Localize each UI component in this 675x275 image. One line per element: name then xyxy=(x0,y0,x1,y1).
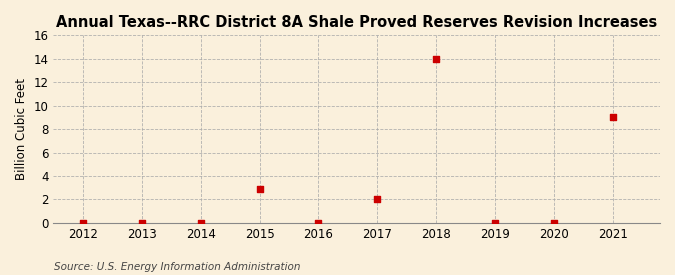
Point xyxy=(489,221,500,225)
Point xyxy=(549,221,560,225)
Point xyxy=(372,197,383,202)
Point xyxy=(313,221,324,225)
Title: Annual Texas--RRC District 8A Shale Proved Reserves Revision Increases: Annual Texas--RRC District 8A Shale Prov… xyxy=(56,15,657,30)
Point xyxy=(78,221,88,225)
Text: Source: U.S. Energy Information Administration: Source: U.S. Energy Information Administ… xyxy=(54,262,300,272)
Point xyxy=(431,57,441,61)
Point xyxy=(136,221,147,225)
Point xyxy=(254,187,265,191)
Point xyxy=(195,221,206,225)
Y-axis label: Billion Cubic Feet: Billion Cubic Feet xyxy=(15,78,28,180)
Point xyxy=(608,115,618,120)
